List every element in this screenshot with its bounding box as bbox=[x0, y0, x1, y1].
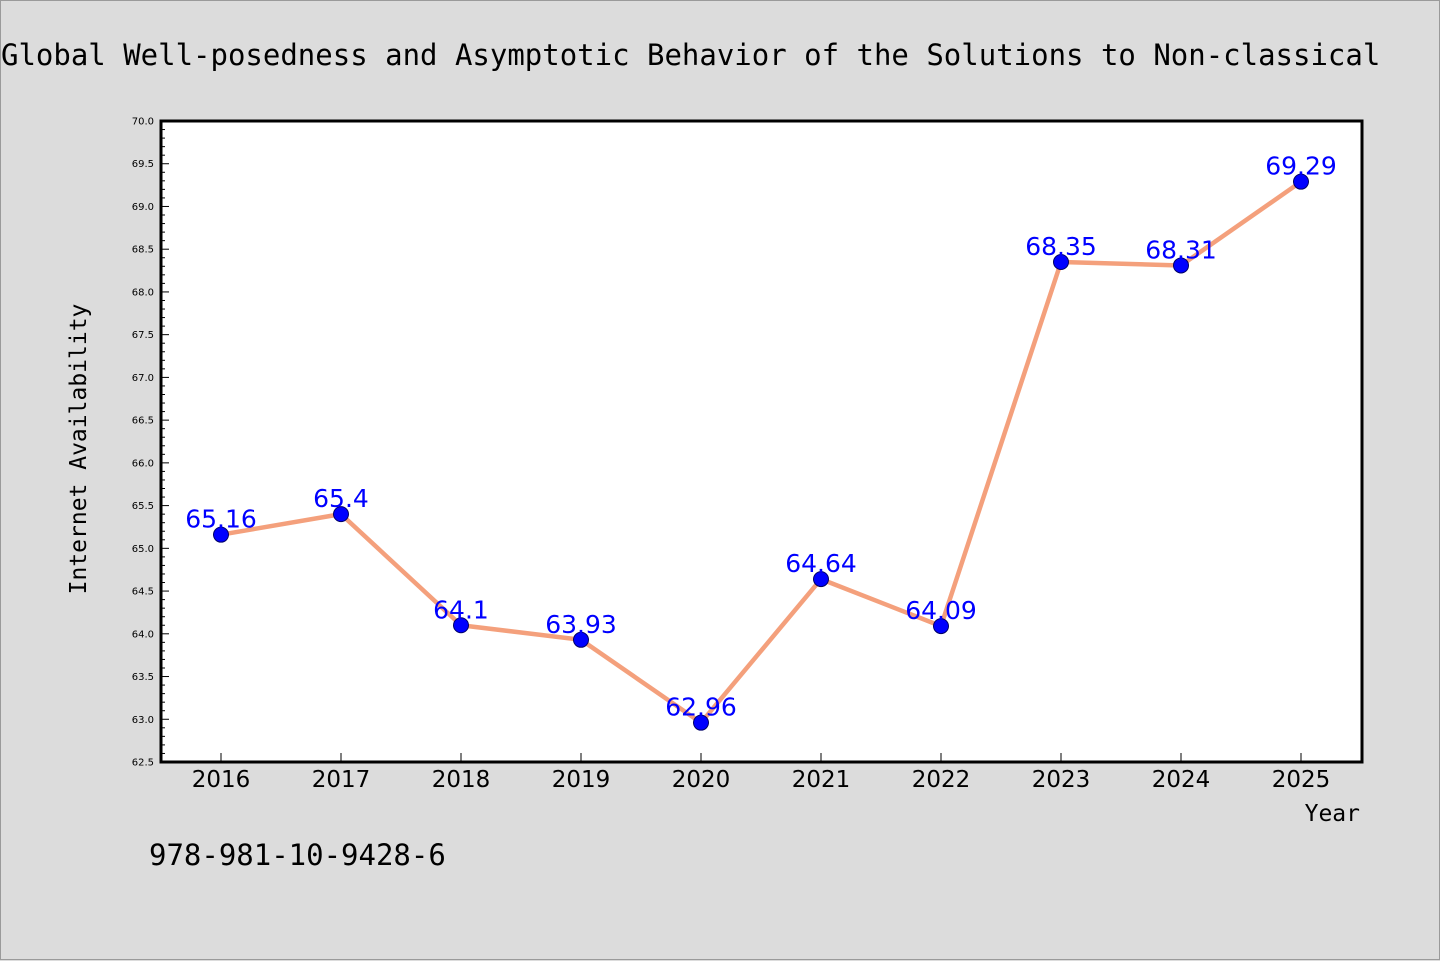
data-label: 69.29 bbox=[1265, 152, 1337, 181]
plot-area bbox=[159, 119, 1364, 764]
y-tick-label: 66.5 bbox=[132, 416, 154, 427]
series-layer bbox=[213, 173, 1309, 731]
data-point bbox=[693, 714, 709, 731]
isbn-text: 978-981-10-9428-6 bbox=[149, 838, 446, 872]
data-point bbox=[1053, 254, 1069, 271]
x-axis: 2016 2017 2018 2019 2020 2021 2022 2023 2024 2025 bbox=[192, 753, 1331, 793]
x-tick-label: 2021 bbox=[792, 767, 851, 793]
data-label: 64.64 bbox=[785, 549, 857, 578]
data-point bbox=[573, 631, 589, 648]
x-tick-label: 2025 bbox=[1272, 767, 1331, 793]
y-tick-label: 63.0 bbox=[132, 715, 154, 726]
y-tick-label: 65.0 bbox=[132, 544, 154, 555]
y-tick-label: 62.5 bbox=[132, 758, 154, 769]
x-tick-label: 2022 bbox=[912, 767, 971, 793]
y-tick-label: 63.5 bbox=[132, 672, 154, 683]
y-axis-label: Internet Availability bbox=[66, 304, 92, 595]
y-tick-label: 69.0 bbox=[132, 202, 154, 213]
data-point bbox=[333, 506, 349, 523]
y-tick-label: 69.5 bbox=[132, 159, 154, 170]
x-tick-label: 2024 bbox=[1152, 767, 1211, 793]
data-label: 65.4 bbox=[313, 484, 369, 513]
data-label: 68.35 bbox=[1025, 232, 1097, 261]
y-tick-label: 70.0 bbox=[132, 117, 154, 128]
data-label: 63.93 bbox=[545, 610, 617, 639]
data-label: 64.1 bbox=[433, 595, 489, 624]
x-tick-label: 2023 bbox=[1032, 767, 1091, 793]
x-tick-label: 2017 bbox=[312, 767, 371, 793]
y-tick-label: 65.5 bbox=[132, 501, 154, 512]
y-tick-label: 67.0 bbox=[132, 373, 154, 384]
y-axis: 62.5 63.0 63.5 64.0 64.5 65.0 65.5 66.0 66.5 67.0… bbox=[132, 117, 169, 769]
y-tick-label: 64.0 bbox=[132, 629, 154, 640]
data-label: 62.96 bbox=[665, 693, 737, 722]
x-tick-label: 2019 bbox=[552, 767, 611, 793]
y-tick-label: 68.0 bbox=[132, 287, 154, 298]
data-label: 65.16 bbox=[185, 505, 257, 534]
x-axis-label: Year bbox=[1305, 801, 1360, 827]
x-tick-label: 2020 bbox=[672, 767, 731, 793]
data-point bbox=[453, 617, 469, 634]
y-tick-label: 64.5 bbox=[132, 587, 154, 598]
data-point bbox=[1293, 173, 1309, 190]
x-tick-label: 2018 bbox=[432, 767, 491, 793]
chart-title: Global Well-posedness and Asymptotic Beh… bbox=[1, 38, 1380, 72]
data-point bbox=[813, 571, 829, 588]
data-point bbox=[1173, 257, 1189, 274]
data-label: 64.09 bbox=[905, 596, 977, 625]
data-point bbox=[213, 526, 229, 543]
y-tick-label: 68.5 bbox=[132, 245, 154, 256]
y-tick-label: 66.0 bbox=[132, 458, 154, 469]
x-tick-label: 2016 bbox=[192, 767, 251, 793]
data-point bbox=[933, 618, 949, 635]
y-tick-label: 67.5 bbox=[132, 330, 154, 341]
data-labels: 65.16 65.4 64.1 63.93 62.96 64.64 64.09 68.35 68… bbox=[185, 152, 1337, 722]
series-line bbox=[218, 179, 1304, 725]
data-label: 68.31 bbox=[1145, 235, 1217, 264]
